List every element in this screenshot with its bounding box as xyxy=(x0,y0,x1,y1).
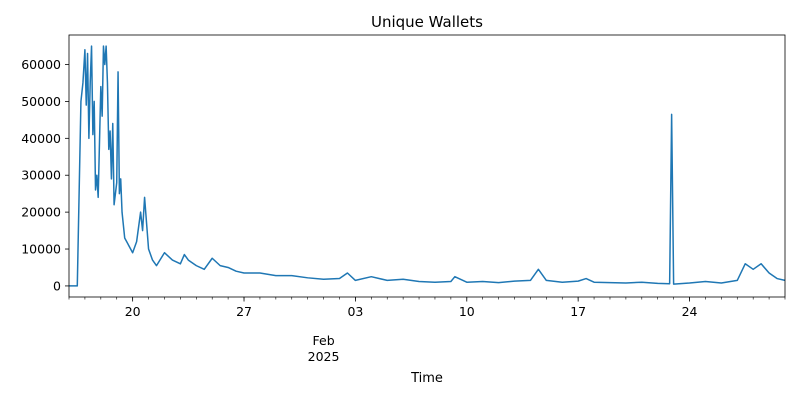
y-tick-label: 30000 xyxy=(21,168,61,183)
y-tick-label: 60000 xyxy=(21,57,61,72)
x-tick-label: 03 xyxy=(347,304,363,319)
x-tick-label: 10 xyxy=(459,304,475,319)
y-tick-label: 20000 xyxy=(21,205,61,220)
x-secondary-year-label: 2025 xyxy=(308,349,340,364)
y-tick-label: 10000 xyxy=(21,242,61,257)
y-axis: 0 10000 20000 30000 40000 50000 60000 xyxy=(21,57,69,293)
x-tick-label: 20 xyxy=(125,304,141,319)
plot-area xyxy=(68,34,786,298)
x-axis: 20 27 03 10 17 24 xyxy=(68,297,786,319)
y-tick-label: 50000 xyxy=(21,94,61,109)
y-tick-label: 0 xyxy=(53,278,61,293)
x-axis-label: Time xyxy=(410,371,443,386)
x-tick-label: 17 xyxy=(570,304,586,319)
plot-frame xyxy=(68,34,786,298)
y-tick-label: 40000 xyxy=(21,131,61,146)
series-line-0 xyxy=(69,45,786,287)
x-tick-label: 24 xyxy=(682,304,698,319)
x-tick-label: 27 xyxy=(236,304,252,319)
chart-title: Unique Wallets xyxy=(371,13,483,31)
x-secondary-month-label: Feb xyxy=(313,333,335,348)
